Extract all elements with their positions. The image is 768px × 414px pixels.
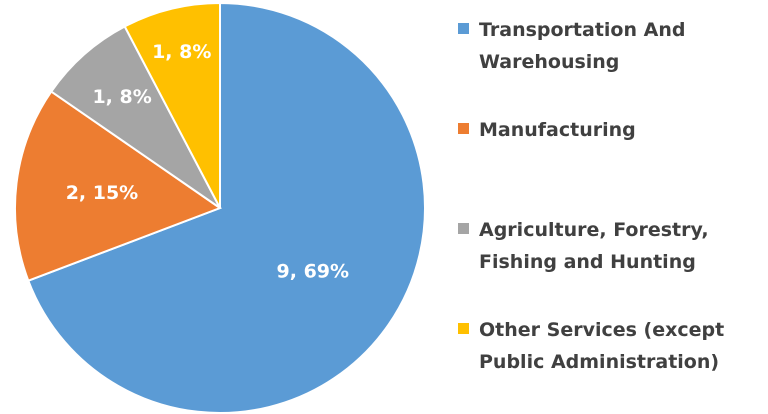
pie-slice	[27, 1, 426, 414]
pie-slice	[123, 1, 221, 209]
legend-item: Manufacturing	[458, 114, 758, 146]
legend-label: Manufacturing	[479, 119, 636, 141]
pie: 9, 69% 2, 15% 1, 8% 1, 8%	[14, 1, 426, 414]
legend-label: Transportation And Warehousing	[479, 19, 686, 73]
legend-item: Other Services (except Public Administra…	[458, 314, 758, 378]
legend-swatch	[458, 23, 469, 34]
legend-item: Agriculture, Forestry, Fishing and Hunti…	[458, 214, 758, 278]
legend-swatch	[458, 323, 469, 334]
pie-slice	[49, 25, 221, 209]
legend-item: Transportation And Warehousing	[458, 14, 758, 78]
legend-swatch	[458, 123, 469, 134]
pie-slice	[14, 90, 223, 282]
legend-swatch	[458, 223, 469, 234]
legend-label: Agriculture, Forestry, Fishing and Hunti…	[479, 219, 709, 273]
slice-label: 9, 69%	[277, 261, 350, 283]
slice-label: 1, 8%	[92, 86, 151, 108]
legend-label: Other Services (except Public Administra…	[479, 319, 725, 373]
slice-label: 1, 8%	[152, 41, 211, 63]
slice-label: 2, 15%	[66, 182, 139, 204]
